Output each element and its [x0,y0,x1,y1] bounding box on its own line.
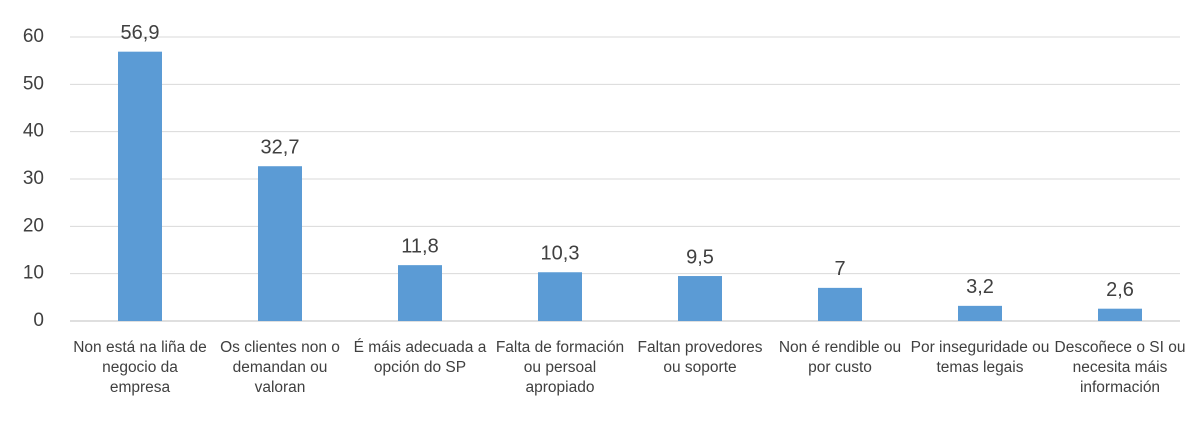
value-label: 11,8 [401,235,438,257]
bar [678,276,722,321]
value-label: 10,3 [541,243,580,265]
bar [538,272,582,321]
x-tick-label: Os clientes non o demandan ou valoran [220,339,340,396]
y-tick-label: 20 [23,215,44,236]
bar [398,265,442,321]
bar [958,305,1002,321]
y-tick-label: 60 [23,26,44,47]
value-label: 3,2 [966,276,994,298]
y-tick-label: 0 [33,310,44,331]
x-tick-label: Falta de formación ou persoal apropiado [495,339,625,396]
x-tick-label: Por inseguridade ou temas legais [910,339,1050,376]
bar [818,287,862,321]
x-tick-label: Non está na liña de negocio da empresa [73,339,207,396]
y-tick-label: 50 [23,73,44,94]
x-tick-label: Descoñece o SI ou necesita máis informac… [1054,339,1185,396]
x-tick-label: Faltan provedores ou soporte [637,339,763,376]
y-tick-label: 30 [23,168,44,189]
x-tick-label: É máis adecuada a opción do SP [353,339,487,376]
value-label: 32,7 [261,137,300,159]
x-tick-label: Non é rendible ou por custo [778,339,902,376]
y-tick-label: 10 [23,263,44,284]
value-label: 56,9 [121,22,160,44]
y-tick-label: 40 [23,121,44,142]
bar [118,51,162,321]
value-label: 9,5 [686,246,714,268]
bar [258,166,302,321]
value-label: 7 [834,258,845,280]
value-label: 2,6 [1106,279,1134,301]
bar [1098,308,1142,321]
